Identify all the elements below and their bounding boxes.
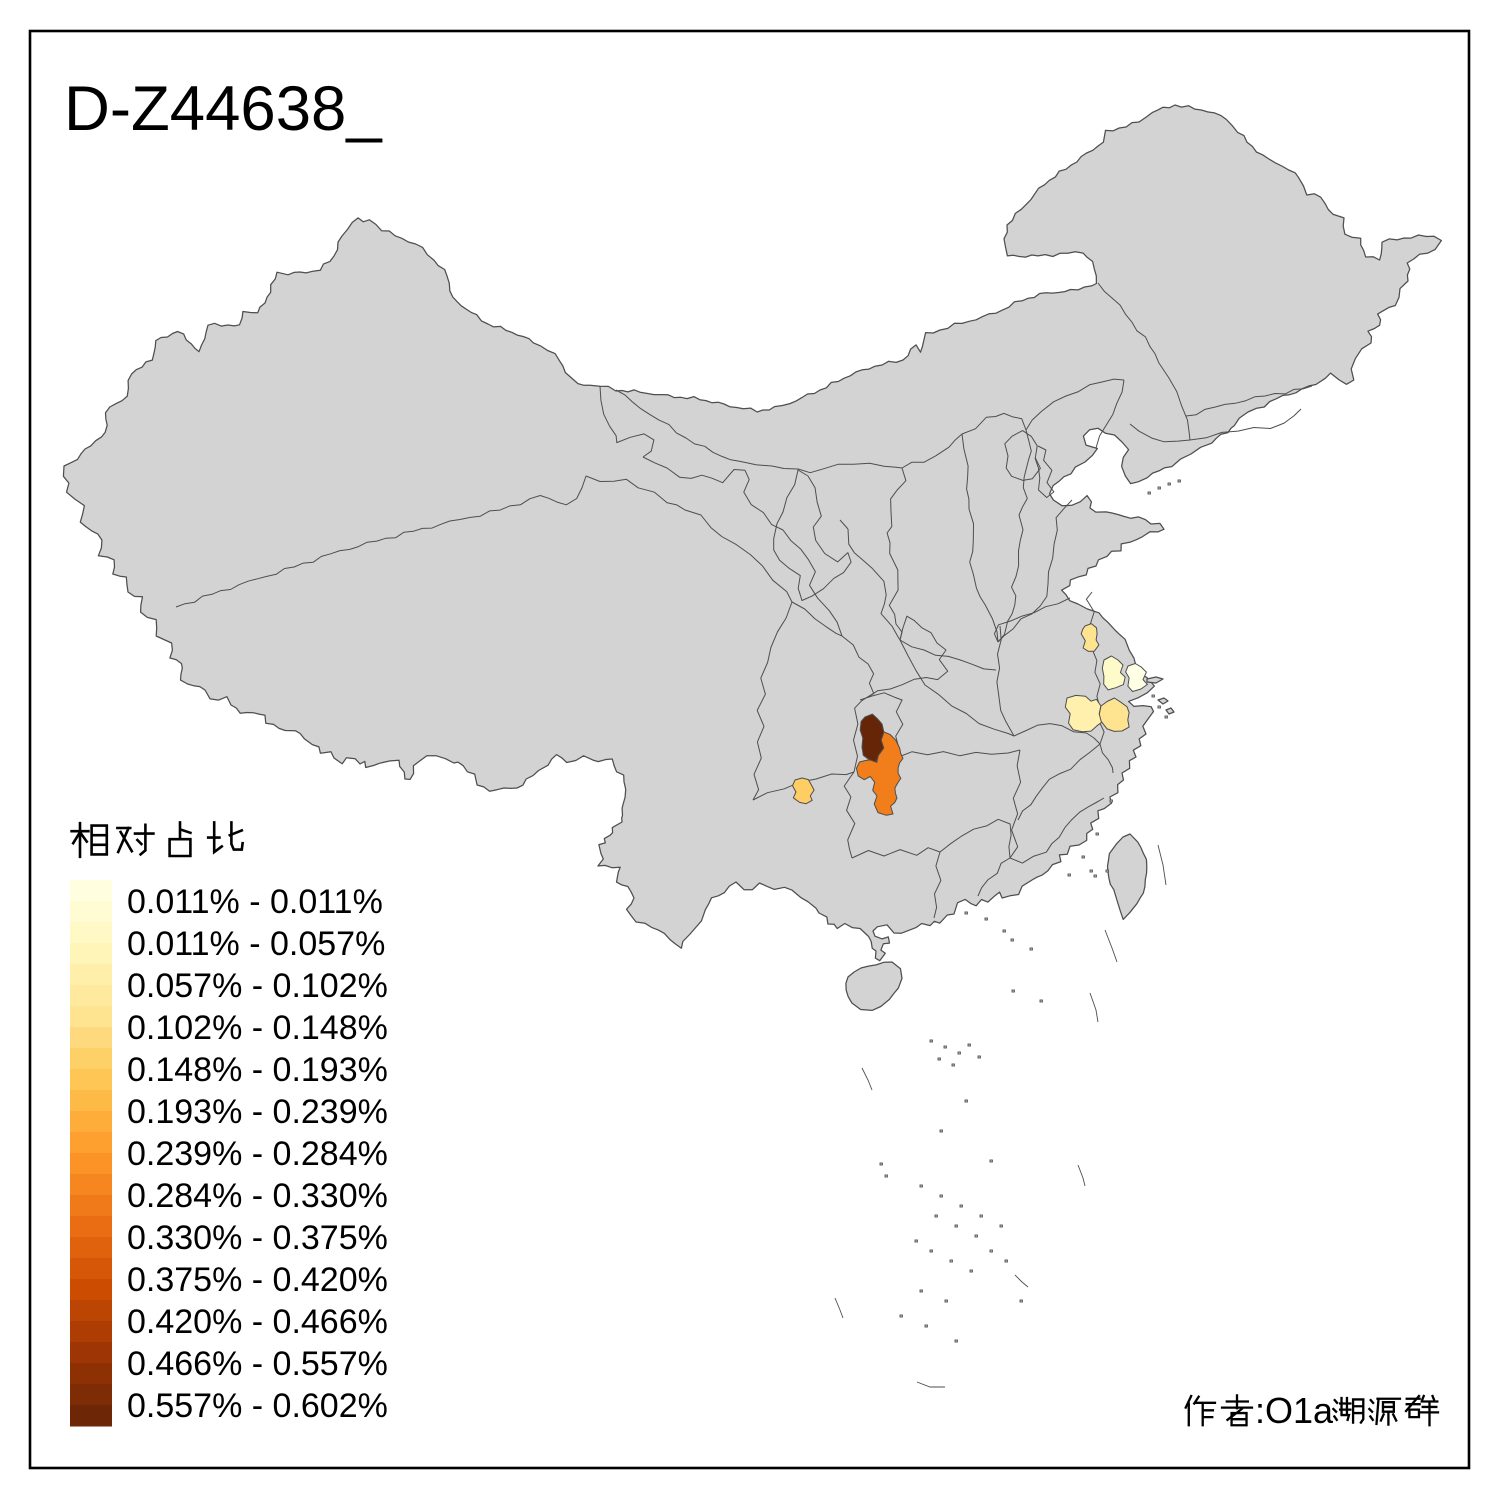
svg-text:0.148% - 0.193%: 0.148% - 0.193% — [127, 1051, 388, 1089]
svg-text:0.284% - 0.330%: 0.284% - 0.330% — [127, 1177, 388, 1215]
svg-text:D-Z44638_: D-Z44638_ — [64, 74, 383, 144]
svg-text:0.330% - 0.375%: 0.330% - 0.375% — [127, 1219, 388, 1257]
svg-text:0.466% - 0.557%: 0.466% - 0.557% — [127, 1345, 388, 1383]
svg-text:0.557% - 0.602%: 0.557% - 0.602% — [127, 1387, 388, 1425]
svg-text:0.102% - 0.148%: 0.102% - 0.148% — [127, 1009, 388, 1047]
svg-text:0.420% - 0.466%: 0.420% - 0.466% — [127, 1303, 388, 1341]
svg-text::O1a: :O1a — [1255, 1390, 1334, 1431]
svg-text:0.375% - 0.420%: 0.375% - 0.420% — [127, 1261, 388, 1299]
svg-text:0.011% - 0.057%: 0.011% - 0.057% — [127, 925, 385, 963]
svg-text:0.193% - 0.239%: 0.193% - 0.239% — [127, 1093, 388, 1131]
svg-text:0.239% - 0.284%: 0.239% - 0.284% — [127, 1135, 388, 1173]
svg-text:0.011% - 0.011%: 0.011% - 0.011% — [127, 883, 383, 921]
svg-text:0.057% - 0.102%: 0.057% - 0.102% — [127, 967, 388, 1005]
